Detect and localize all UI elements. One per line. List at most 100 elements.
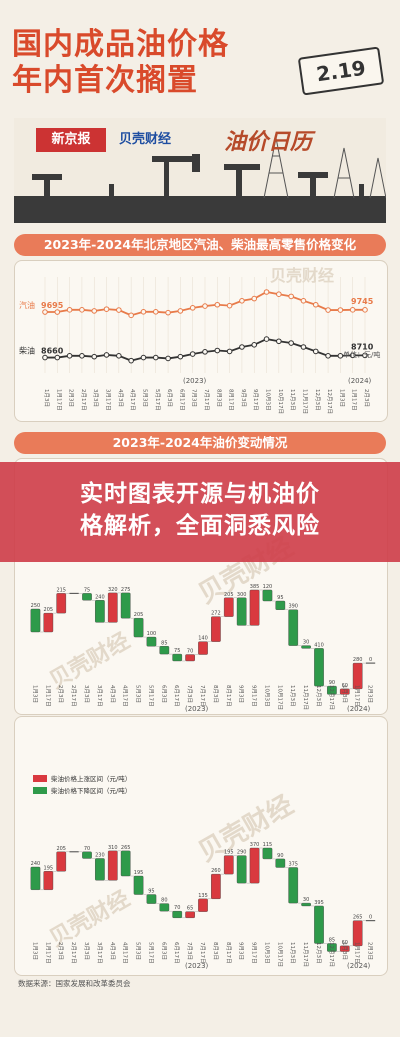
bar [120,850,131,877]
data-point [128,312,134,319]
x-tick-label: 1月3日 [341,685,348,703]
x-tick-label: 11月17日 [302,685,309,710]
x-tick-label: 10月17日 [277,389,284,414]
bar [275,858,286,868]
data-point [177,308,184,314]
headline-line1: 国内成品油价格 [12,27,229,62]
x-tick-label: 5月17日 [154,389,161,411]
data-point [325,353,331,359]
data-label: 250 [31,603,41,609]
data-label: 30 [303,640,309,646]
bar [198,898,208,912]
x-tick-label: 1月17日 [55,389,62,411]
x-tick-label: 3月17日 [105,389,112,411]
data-point [189,351,196,357]
x-tick-label: 11月3日 [289,685,296,707]
x-tick-label: 8月17日 [225,685,232,707]
data-label: 70 [174,905,180,911]
data-point [362,352,368,359]
data-label: 265 [353,915,363,921]
x-tick-label: 4月17日 [129,389,136,411]
bar [172,653,183,662]
xinjingbao-logo: 新京报 [36,128,106,152]
series-start-label: 8660 [41,347,64,356]
x-tick-label: 2月17日 [80,389,87,411]
x-tick-label: 5月3日 [135,685,142,703]
data-point [251,295,258,302]
x-tick-label: 6月17日 [173,942,180,964]
data-point [202,349,208,355]
x-tick-label: 3月3日 [83,685,90,703]
x-tick-label: 2月17日 [70,685,77,707]
x-tick-label: 9月3日 [240,389,247,407]
data-point [239,298,245,304]
series-end-label: 8710 [351,342,374,351]
data-point [54,309,61,315]
data-label: 0 [369,915,372,921]
data-label: 115 [263,842,273,848]
bar [352,920,363,947]
data-label: 240 [95,594,105,600]
bar [327,685,337,695]
x-tick-label: 12月17日 [328,685,335,710]
x-tick-label: 9月17日 [251,685,258,707]
bar [185,911,195,919]
data-point [116,353,122,359]
x-tick-label: 2月3日 [363,389,370,407]
data-point [91,353,98,360]
data-point [226,302,233,309]
x-tick-label: 1月3日 [43,389,50,407]
data-point [300,298,307,304]
data-label: 100 [147,631,157,637]
data-point [177,353,184,360]
x-tick-label: 1月17日 [44,942,51,964]
data-point [103,306,110,312]
bar [133,617,144,638]
x-tick-label: 4月17日 [122,685,129,707]
legend-label: 柴油价格下降区间（元/吨） [51,786,131,795]
bar [43,612,54,633]
bar [236,855,247,884]
legend-swatch [33,787,47,794]
data-label: 390 [288,604,298,610]
year-label: (2024) [347,962,371,970]
x-tick-label: 11月3日 [289,389,296,411]
bar [133,875,144,895]
data-point [214,347,221,354]
data-point [239,344,245,350]
data-point [140,354,147,361]
x-tick-label: 12月17日 [328,942,335,967]
x-tick-label: 2月3日 [367,942,374,960]
legend-label: 柴油价格上涨区间（元/吨） [51,774,131,783]
data-label: 135 [198,893,208,899]
bar [262,847,273,860]
oil-price-calendar-title: 油价日历 [224,129,313,155]
data-point [79,353,85,359]
watermark: 贝壳财经 [270,266,334,285]
data-label: 320 [108,587,118,593]
x-tick-label: 8月3日 [212,685,219,703]
data-point [226,348,233,355]
x-tick-label: 2月3日 [57,685,64,703]
data-label: 230 [95,852,105,858]
data-point [312,348,319,355]
x-tick-label: 3月17日 [96,942,103,964]
x-tick-label: 10月3日 [263,685,270,707]
x-tick-label: 7月17日 [199,942,206,964]
x-tick-label: 7月3日 [186,942,193,960]
data-label: 70 [187,649,193,655]
x-tick-label: 8月17日 [225,942,232,964]
bar [159,646,170,655]
bar [159,903,170,912]
bar [95,858,105,881]
bar [211,873,221,900]
x-tick-label: 12月17日 [326,389,333,414]
x-tick-label: 4月17日 [122,942,129,964]
bar [146,894,157,904]
bar [301,902,311,907]
x-tick-label: 5月3日 [135,942,142,960]
data-point [42,309,48,315]
bar [288,609,299,646]
bar [56,593,67,614]
x-tick-label: 9月3日 [238,685,245,703]
